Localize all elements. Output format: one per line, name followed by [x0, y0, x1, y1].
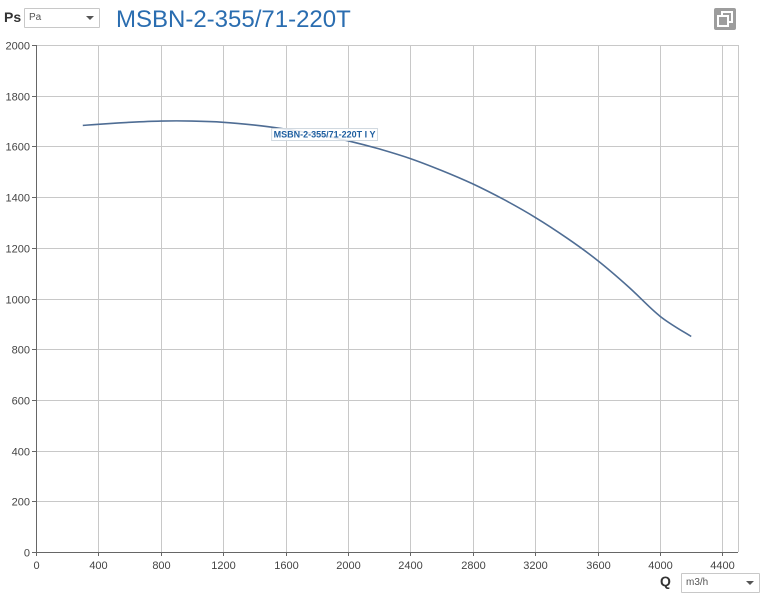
x-tick-label: 2400: [398, 560, 422, 572]
chevron-down-icon: [86, 16, 94, 20]
x-tick-label: 2000: [336, 560, 360, 572]
popout-button[interactable]: [714, 8, 736, 30]
y-tick-label: 200: [12, 497, 30, 509]
series-layer: [82, 120, 692, 338]
y-tick-label: 1400: [6, 193, 30, 205]
series-annotation-text: MSBN-2-355/71-220T I Y: [274, 130, 376, 140]
x-tick-label: 400: [89, 560, 107, 572]
x-tick-label: 2800: [461, 560, 485, 572]
x-unit-select-value: m3/h: [686, 577, 709, 588]
x-tick-label: 0: [33, 560, 39, 572]
y-tick-label: 1800: [6, 92, 30, 104]
x-tick-label: 4400: [710, 560, 734, 572]
series-annotation: MSBN-2-355/71-220T I Y: [271, 128, 379, 142]
popout-icon: [717, 11, 733, 27]
y-tick-label: 1200: [6, 244, 30, 256]
x-tick-label: 3600: [586, 560, 610, 572]
y-unit-select[interactable]: Pa: [24, 8, 100, 28]
y-tick-label: 400: [12, 447, 30, 459]
grid-lines: [36, 45, 739, 552]
y-tick-label: 1600: [6, 142, 30, 154]
series-line: [82, 120, 692, 338]
x-tick-label: 1200: [211, 560, 235, 572]
chevron-down-icon: [746, 581, 754, 585]
y-unit-select-value: Pa: [29, 12, 42, 23]
series-annotation-box: [271, 128, 379, 142]
x-tick-label: 3200: [523, 560, 547, 572]
x-tick-label: 800: [152, 560, 170, 572]
x-axis-unit-label: Q: [660, 573, 671, 589]
y-tick-label: 0: [24, 548, 30, 560]
y-axis-unit-label: Ps: [4, 9, 22, 25]
x-unit-select[interactable]: m3/h: [681, 573, 760, 593]
chart-title: MSBN-2-355/71-220T: [116, 6, 351, 33]
y-tick-label: 2000: [6, 41, 30, 53]
y-tick-label: 800: [12, 345, 30, 357]
y-tick-label: 1000: [6, 295, 30, 307]
y-tick-label: 600: [12, 396, 30, 408]
tick-labels: 0 400 800 1200 1600 2000 2400 2800 3200 3600 4000 4…: [6, 41, 735, 573]
x-tick-label: 1600: [274, 560, 298, 572]
x-tick-label: 4000: [648, 560, 672, 572]
axes: [32, 45, 738, 556]
